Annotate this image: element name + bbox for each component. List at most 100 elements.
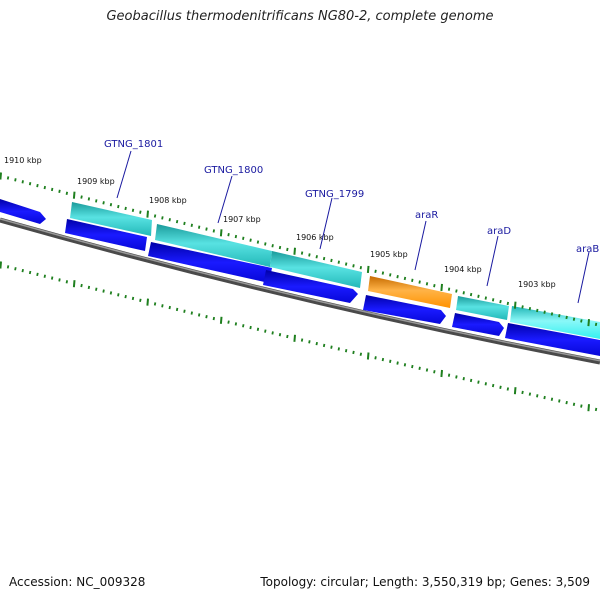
gene-label[interactable]: GTNG_1799 <box>305 189 364 200</box>
kbp-label: 1903 kbp <box>518 280 556 289</box>
minor-tick <box>286 247 289 252</box>
cds-arrow[interactable] <box>452 313 504 336</box>
minor-tick <box>264 329 267 333</box>
minor-tick <box>352 350 355 355</box>
topology-text: Topology: circular; Length: 3,550,319 bp… <box>260 575 590 589</box>
gene-label[interactable]: araD <box>487 226 511 237</box>
gene-araD[interactable] <box>456 296 509 320</box>
minor-tick <box>543 395 546 400</box>
minor-tick <box>455 289 458 293</box>
minor-tick <box>271 244 274 248</box>
cds-block[interactable] <box>148 242 272 283</box>
major-tick <box>146 210 149 218</box>
minor-tick <box>242 236 245 241</box>
minor-tick <box>124 294 127 299</box>
minor-tick <box>109 291 113 295</box>
minor-tick <box>374 269 377 273</box>
leader-line <box>486 235 499 287</box>
minor-tick <box>550 397 554 401</box>
minor-tick <box>139 210 142 214</box>
minor-tick <box>528 306 532 311</box>
minor-tick <box>227 320 230 324</box>
minor-tick <box>124 206 127 211</box>
major-tick <box>366 265 370 274</box>
major-tick <box>146 298 149 306</box>
cds-arrow[interactable] <box>0 199 46 224</box>
minor-tick <box>300 251 304 255</box>
minor-tick <box>447 287 451 291</box>
kbp-label: 1908 kbp <box>149 196 187 205</box>
minor-tick <box>403 363 407 367</box>
minor-tick <box>389 359 392 363</box>
minor-tick <box>469 378 473 383</box>
gene-label[interactable]: GTNG_1801 <box>104 139 163 150</box>
minor-tick <box>580 319 583 323</box>
major-tick <box>0 261 2 269</box>
major-tick <box>513 301 517 309</box>
kbp-label: 1910 kbp <box>4 156 42 165</box>
minor-tick <box>315 255 318 259</box>
cds-arrow[interactable] <box>263 270 358 303</box>
minor-tick <box>359 352 363 356</box>
minor-tick <box>234 234 238 239</box>
cds-block[interactable] <box>505 323 600 356</box>
kbp-label-group: 1910 kbp 1909 kbp 1908 kbp 1907 kbp 1906… <box>4 156 556 289</box>
minor-tick <box>477 294 480 298</box>
gene-GTNG_1799[interactable] <box>270 251 362 288</box>
minor-tick <box>249 238 252 242</box>
minor-tick <box>102 289 105 293</box>
kbp-label: 1905 kbp <box>370 250 408 259</box>
minor-tick <box>161 216 164 220</box>
minor-tick <box>278 245 282 250</box>
minor-tick <box>102 201 105 205</box>
gene-araB[interactable] <box>510 306 600 339</box>
major-tick <box>440 369 443 378</box>
minor-tick <box>389 273 392 277</box>
minor-tick <box>161 304 164 308</box>
gene-araR[interactable] <box>368 276 452 308</box>
minor-tick <box>550 312 554 316</box>
minor-tick <box>396 361 399 365</box>
gene-label[interactable]: GTNG_1800 <box>204 165 263 176</box>
major-tick <box>293 334 296 342</box>
gene-GTNG_1801[interactable] <box>70 202 152 236</box>
leader-line <box>116 150 132 199</box>
minor-tick <box>168 305 171 310</box>
minor-tick <box>506 387 510 391</box>
minor-tick <box>499 299 502 304</box>
minor-tick <box>396 275 399 279</box>
gene-GTNG_1800[interactable] <box>155 224 272 267</box>
minor-tick <box>264 242 267 246</box>
minor-tick <box>117 293 120 297</box>
minor-tick <box>558 399 561 403</box>
gene-row <box>70 202 600 339</box>
minor-tick <box>168 218 171 222</box>
minor-tick <box>425 282 429 286</box>
minor-tick <box>543 310 546 314</box>
minor-tick <box>418 280 421 284</box>
minor-tick <box>80 195 83 199</box>
minor-tick <box>558 313 561 318</box>
minor-tick <box>528 392 532 396</box>
cds-arrow[interactable] <box>363 295 446 324</box>
minor-tick <box>572 317 576 321</box>
minor-tick <box>433 283 436 288</box>
minor-tick <box>65 280 69 284</box>
minor-tick <box>65 191 69 195</box>
minor-tick <box>6 176 10 180</box>
gene-label[interactable]: araR <box>415 210 438 221</box>
minor-tick <box>381 357 385 362</box>
tick-track-outer <box>0 261 598 412</box>
minor-tick <box>256 240 260 244</box>
minor-tick <box>536 308 539 313</box>
cds-block[interactable] <box>65 219 147 251</box>
minor-tick <box>6 265 10 269</box>
leader-line <box>217 175 233 224</box>
gene-label[interactable]: araB <box>576 244 599 255</box>
leader-line <box>577 251 590 304</box>
minor-tick <box>153 214 157 218</box>
minor-tick <box>227 232 230 237</box>
minor-tick <box>462 376 465 381</box>
minor-tick <box>21 180 24 184</box>
minor-tick <box>381 271 385 275</box>
